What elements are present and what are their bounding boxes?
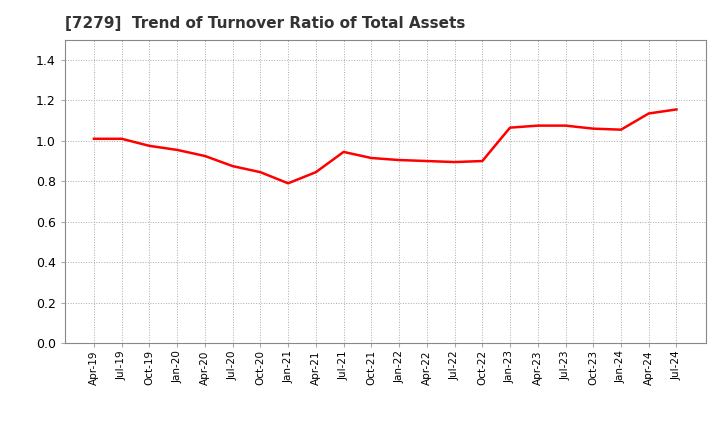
Text: [7279]  Trend of Turnover Ratio of Total Assets: [7279] Trend of Turnover Ratio of Total … <box>65 16 465 32</box>
